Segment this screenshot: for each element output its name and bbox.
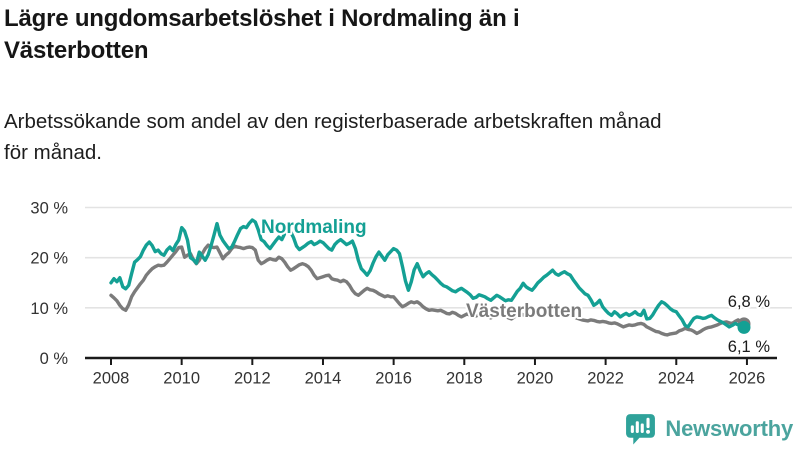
nordmaling-end-value-label: 6,1 % [728,338,771,356]
nordmaling-end-dot [737,320,751,334]
x-axis-label-2026: 2026 [729,370,766,388]
chart-subtitle-line-2: för månad. [4,141,102,164]
chart-title: Lägre ungdomsarbetslöshet i Nordmaling ä… [4,3,520,67]
nordmaling-series-label: Nordmaling [261,217,367,238]
x-axis-label-2018: 2018 [446,370,483,388]
x-axis-label-2010: 2010 [163,370,200,388]
chart-subtitle: Arbetssökande som andel av den registerb… [4,106,662,168]
nordmaling-line [109,218,746,330]
logo-bar-1 [631,425,635,434]
logo-exclamation-stem [646,417,650,429]
logo-bar-2 [636,421,640,434]
x-axis-label-2016: 2016 [375,370,412,388]
x-axis-label-2008: 2008 [93,370,130,388]
y-axis-label-0: 0 % [40,350,69,368]
x-axis-label-2020: 2020 [517,370,554,388]
x-axis-label-2024: 2024 [658,370,695,388]
chart-subtitle-line-1: Arbetssökande som andel av den registerb… [4,110,662,133]
y-axis-label-20: 20 % [30,250,68,268]
newsworthy-logo-text: Newsworthy [665,415,793,441]
vasterbotten-series-label: Västerbotten [466,301,582,322]
x-axis-label-2014: 2014 [305,370,342,388]
y-axis-label-10: 10 % [30,300,68,318]
vasterbotten-end-value-label: 6,8 % [728,293,771,311]
newsworthy-logo-icon [626,414,656,445]
newsworthy-logo: Newsworthy [624,412,793,445]
vasterbotten-line [109,243,746,337]
chart-title-line-2: Västerbotten [4,37,149,64]
y-axis-label-30: 30 % [30,200,68,218]
chart-title-line-1: Lägre ungdomsarbetslöshet i Nordmaling ä… [4,5,520,32]
logo-bar-3 [641,423,645,434]
x-axis-label-2022: 2022 [587,370,624,388]
x-axis-label-2012: 2012 [234,370,271,388]
logo-exclamation-dot [646,429,651,434]
